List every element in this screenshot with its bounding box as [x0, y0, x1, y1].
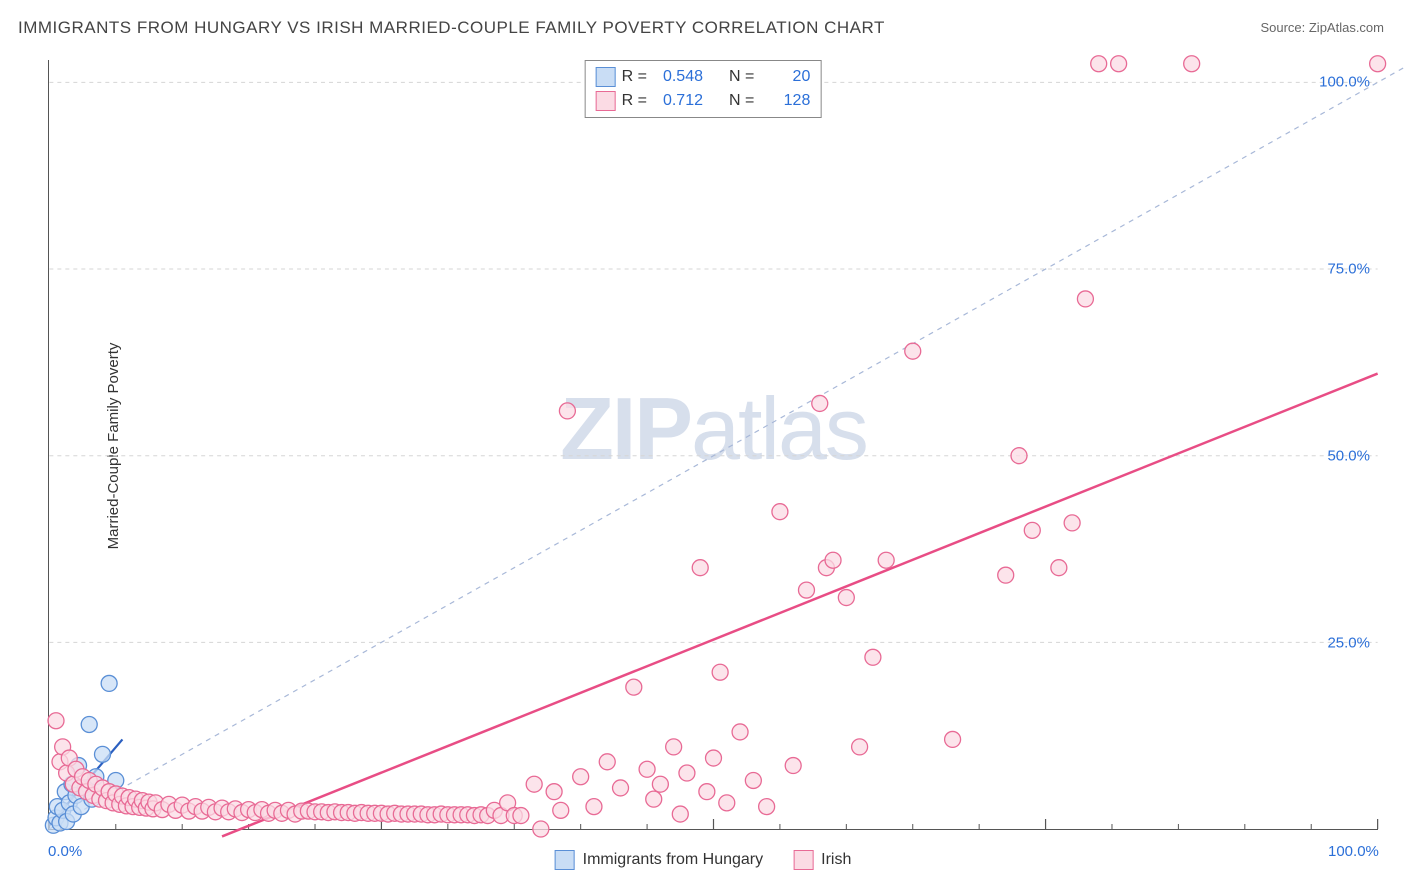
source-prefix: Source: — [1260, 20, 1308, 35]
legend-series: Immigrants from Hungary Irish — [555, 850, 852, 870]
y-tick-label: 50.0% — [1327, 448, 1370, 465]
x-tick-label: 0.0% — [48, 843, 82, 860]
source-attribution: Source: ZipAtlas.com — [1260, 20, 1384, 35]
legend-stats: R = 0.548 N = 20 R = 0.712 N = 128 — [585, 60, 822, 118]
legend-label-irish: Irish — [821, 851, 851, 869]
swatch-hungary — [596, 67, 616, 87]
chart-title: IMMIGRANTS FROM HUNGARY VS IRISH MARRIED… — [18, 18, 885, 38]
plot-area: ZIPatlas — [48, 60, 1378, 830]
legend-stats-row-irish: R = 0.712 N = 128 — [596, 89, 811, 113]
n-label: N = — [729, 65, 754, 89]
y-tick-label: 25.0% — [1327, 635, 1370, 652]
n-value-irish: 128 — [760, 89, 810, 113]
n-label: N = — [729, 89, 754, 113]
source-link[interactable]: ZipAtlas.com — [1309, 20, 1384, 35]
swatch-hungary — [555, 850, 575, 870]
legend-item-hungary: Immigrants from Hungary — [555, 850, 764, 870]
legend-stats-row-hungary: R = 0.548 N = 20 — [596, 65, 811, 89]
swatch-irish — [793, 850, 813, 870]
n-value-hungary: 20 — [760, 65, 810, 89]
y-tick-label: 75.0% — [1327, 261, 1370, 278]
r-value-hungary: 0.548 — [653, 65, 703, 89]
legend-item-irish: Irish — [793, 850, 851, 870]
swatch-irish — [596, 91, 616, 111]
legend-label-hungary: Immigrants from Hungary — [583, 851, 764, 869]
chart-svg — [49, 60, 1378, 829]
r-label: R = — [622, 65, 647, 89]
r-label: R = — [622, 89, 647, 113]
r-value-irish: 0.712 — [653, 89, 703, 113]
y-tick-label: 100.0% — [1319, 74, 1370, 91]
x-tick-label: 100.0% — [1328, 843, 1379, 860]
